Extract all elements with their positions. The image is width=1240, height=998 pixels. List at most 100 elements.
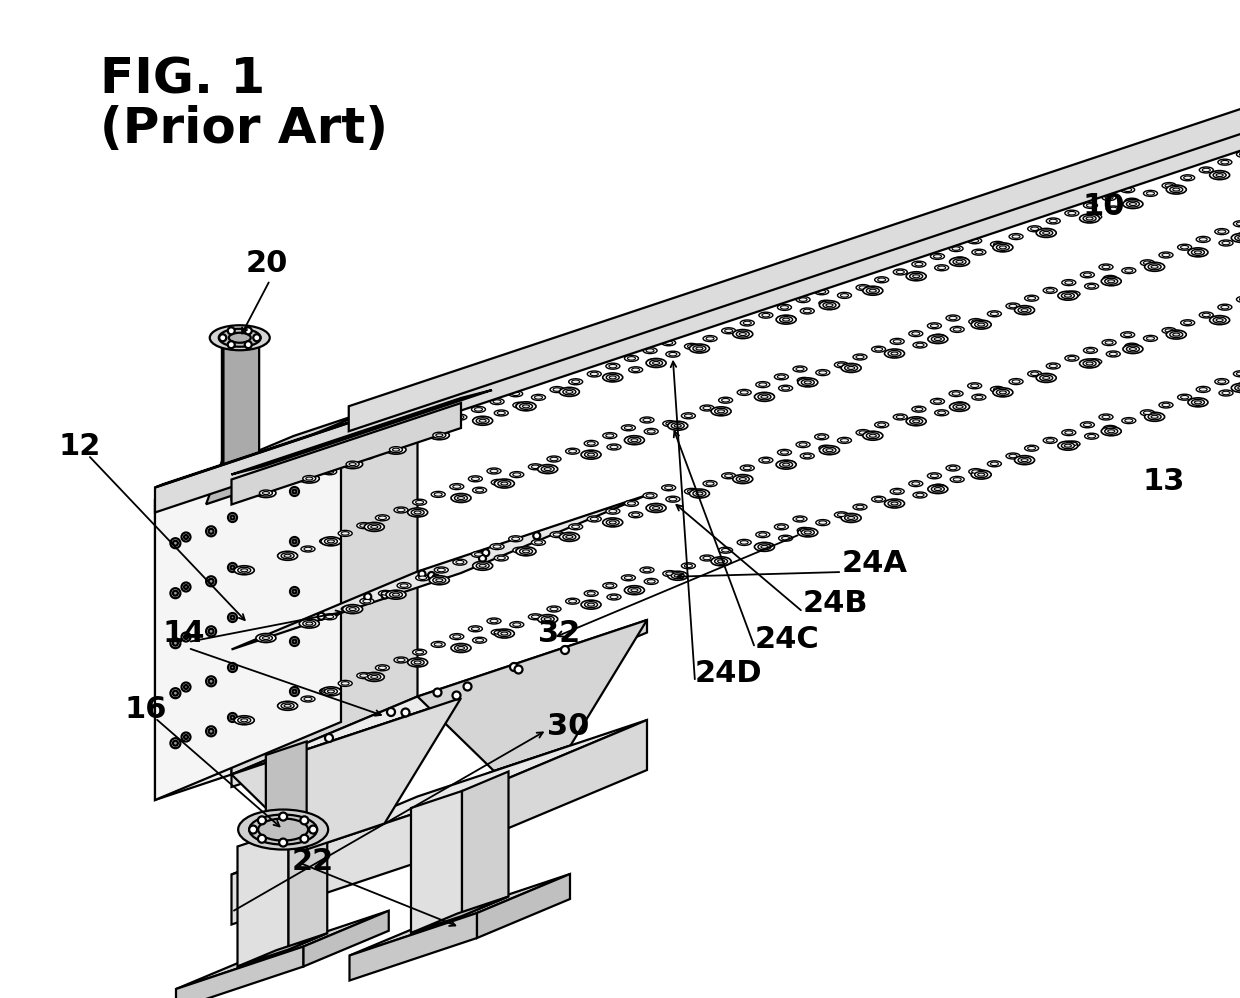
Ellipse shape bbox=[856, 429, 870, 435]
Ellipse shape bbox=[476, 418, 490, 424]
Ellipse shape bbox=[1061, 443, 1074, 449]
Ellipse shape bbox=[1028, 446, 1035, 450]
Ellipse shape bbox=[928, 322, 941, 328]
Ellipse shape bbox=[513, 547, 527, 553]
Ellipse shape bbox=[665, 486, 672, 490]
Ellipse shape bbox=[780, 451, 789, 454]
Ellipse shape bbox=[471, 477, 480, 481]
Polygon shape bbox=[463, 771, 508, 916]
Ellipse shape bbox=[759, 312, 773, 318]
Circle shape bbox=[434, 689, 441, 697]
Ellipse shape bbox=[497, 411, 505, 415]
Ellipse shape bbox=[763, 544, 771, 548]
Ellipse shape bbox=[890, 488, 904, 494]
Ellipse shape bbox=[931, 484, 946, 490]
Ellipse shape bbox=[644, 418, 651, 422]
Ellipse shape bbox=[650, 360, 662, 366]
Ellipse shape bbox=[837, 292, 852, 298]
Ellipse shape bbox=[408, 508, 428, 517]
Ellipse shape bbox=[544, 618, 552, 621]
Ellipse shape bbox=[796, 517, 804, 521]
Circle shape bbox=[293, 640, 296, 644]
Ellipse shape bbox=[640, 567, 653, 573]
Circle shape bbox=[231, 716, 234, 720]
Ellipse shape bbox=[804, 454, 811, 458]
Ellipse shape bbox=[490, 544, 505, 550]
Ellipse shape bbox=[565, 535, 573, 538]
Polygon shape bbox=[418, 48, 1240, 409]
Ellipse shape bbox=[626, 436, 640, 442]
Ellipse shape bbox=[454, 645, 467, 651]
Ellipse shape bbox=[816, 520, 830, 526]
Ellipse shape bbox=[497, 481, 511, 487]
Ellipse shape bbox=[397, 583, 412, 589]
Circle shape bbox=[382, 592, 388, 599]
Ellipse shape bbox=[1169, 187, 1183, 193]
Ellipse shape bbox=[1024, 295, 1039, 301]
Ellipse shape bbox=[722, 327, 735, 333]
Ellipse shape bbox=[569, 600, 577, 603]
Ellipse shape bbox=[687, 490, 696, 493]
Circle shape bbox=[172, 691, 177, 696]
Ellipse shape bbox=[999, 391, 1007, 394]
Ellipse shape bbox=[479, 419, 486, 422]
Ellipse shape bbox=[588, 371, 601, 377]
Ellipse shape bbox=[1030, 372, 1039, 375]
Ellipse shape bbox=[1194, 401, 1202, 404]
Circle shape bbox=[228, 513, 237, 522]
Ellipse shape bbox=[326, 470, 334, 473]
Ellipse shape bbox=[495, 631, 502, 634]
Ellipse shape bbox=[1148, 414, 1161, 420]
Ellipse shape bbox=[513, 402, 527, 408]
Ellipse shape bbox=[590, 372, 598, 375]
Ellipse shape bbox=[263, 492, 269, 495]
Ellipse shape bbox=[890, 338, 904, 344]
Ellipse shape bbox=[1028, 371, 1042, 377]
Ellipse shape bbox=[874, 276, 889, 282]
Ellipse shape bbox=[684, 414, 692, 417]
Ellipse shape bbox=[1236, 372, 1240, 375]
Circle shape bbox=[317, 613, 325, 620]
Ellipse shape bbox=[476, 488, 484, 492]
Ellipse shape bbox=[987, 461, 1002, 467]
Ellipse shape bbox=[284, 554, 291, 557]
Ellipse shape bbox=[363, 454, 371, 458]
Ellipse shape bbox=[991, 242, 1004, 248]
Ellipse shape bbox=[629, 367, 642, 373]
Ellipse shape bbox=[775, 524, 789, 530]
Ellipse shape bbox=[1166, 328, 1173, 332]
Circle shape bbox=[170, 689, 180, 699]
Ellipse shape bbox=[490, 469, 498, 473]
Ellipse shape bbox=[320, 538, 334, 544]
Ellipse shape bbox=[479, 564, 486, 568]
Ellipse shape bbox=[532, 539, 546, 545]
Ellipse shape bbox=[696, 347, 703, 350]
Ellipse shape bbox=[1218, 159, 1231, 166]
Polygon shape bbox=[232, 798, 461, 924]
Ellipse shape bbox=[476, 418, 489, 424]
Ellipse shape bbox=[241, 719, 248, 722]
Circle shape bbox=[402, 709, 409, 717]
Ellipse shape bbox=[863, 286, 883, 295]
Ellipse shape bbox=[378, 516, 387, 520]
Ellipse shape bbox=[487, 468, 501, 474]
Ellipse shape bbox=[977, 323, 985, 326]
Ellipse shape bbox=[603, 373, 622, 382]
Ellipse shape bbox=[675, 574, 681, 577]
Ellipse shape bbox=[650, 505, 658, 509]
Ellipse shape bbox=[888, 350, 901, 356]
Ellipse shape bbox=[371, 525, 378, 528]
Ellipse shape bbox=[397, 659, 405, 662]
Ellipse shape bbox=[1123, 344, 1143, 353]
Circle shape bbox=[290, 487, 299, 496]
Ellipse shape bbox=[799, 443, 807, 446]
Ellipse shape bbox=[472, 637, 486, 643]
Ellipse shape bbox=[956, 258, 965, 261]
Ellipse shape bbox=[475, 407, 482, 411]
Ellipse shape bbox=[916, 343, 924, 346]
Ellipse shape bbox=[662, 339, 676, 345]
Circle shape bbox=[172, 591, 177, 596]
Ellipse shape bbox=[743, 466, 751, 470]
Ellipse shape bbox=[603, 432, 616, 438]
Circle shape bbox=[300, 816, 309, 824]
